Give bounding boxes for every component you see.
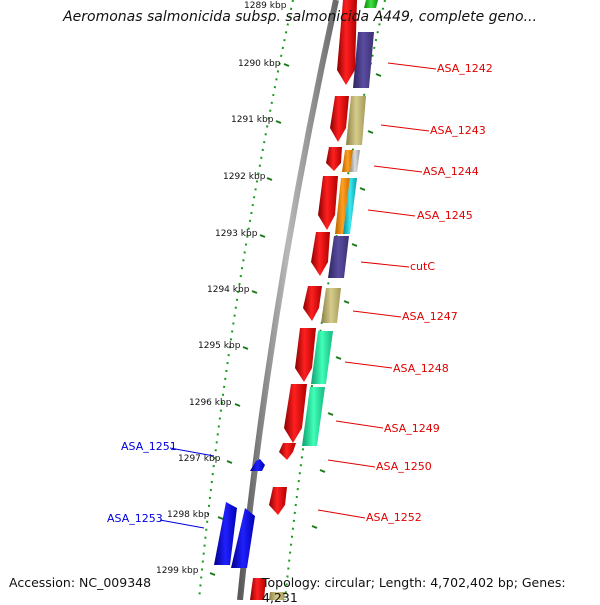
gene-label[interactable]: ASA_1243 (430, 124, 486, 137)
scale-label: 1289 kbp (244, 1, 287, 11)
gene-labels: ASA_1242 ASA_1243 ASA_1244 ASA_1245 cutC… (107, 62, 493, 525)
cds-block[interactable] (350, 150, 360, 172)
scale-labels: 1289 kbp 1290 kbp 1291 kbp 1292 kbp 1293… (156, 1, 287, 576)
cds-block[interactable] (321, 288, 341, 323)
cds-block[interactable] (328, 236, 349, 278)
cds-block[interactable] (342, 150, 353, 172)
gene-label[interactable]: ASA_1242 (437, 62, 493, 75)
scale-label: 1295 kbp (198, 341, 241, 351)
cds-arrow[interactable] (295, 328, 316, 382)
inner-dotted-track (198, 0, 294, 600)
scale-label: 1291 kbp (231, 115, 274, 125)
cds-arrow[interactable] (303, 286, 322, 321)
scale-label: 1292 kbp (223, 172, 266, 182)
cds-arrow[interactable] (330, 96, 349, 142)
scale-label: 1294 kbp (207, 285, 250, 295)
cds-track-forward (250, 0, 357, 600)
cds-track-reverse (214, 459, 265, 568)
scale-label: 1290 kbp (238, 59, 281, 69)
gene-label[interactable]: ASA_1249 (384, 422, 440, 435)
cds-block[interactable] (311, 331, 333, 384)
gene-label[interactable]: ASA_1252 (366, 511, 422, 524)
gene-label[interactable]: ASA_1248 (393, 362, 449, 375)
cds-track-class (269, 0, 378, 600)
scale-label: 1297 kbp (178, 454, 221, 464)
cds-block[interactable] (346, 96, 366, 145)
cds-arrow[interactable] (250, 578, 266, 600)
cds-arrow[interactable] (269, 487, 287, 515)
cds-block[interactable] (364, 0, 378, 8)
cds-arrow[interactable] (318, 176, 338, 230)
gene-label[interactable]: ASA_1244 (423, 165, 479, 178)
outer-ticks (311, 73, 382, 529)
cds-block[interactable] (343, 178, 357, 234)
genome-backbone (237, 0, 339, 600)
gene-label[interactable]: ASA_1251 (121, 440, 177, 453)
gene-label[interactable]: ASA_1245 (417, 209, 473, 222)
cds-arrow[interactable] (326, 147, 342, 171)
cds-arrow[interactable] (214, 502, 237, 565)
genome-summary-text: Topology: circular; Length: 4,702,402 bp… (262, 575, 566, 605)
gene-label[interactable]: ASA_1250 (376, 460, 432, 473)
scale-ticks (209, 63, 290, 576)
cds-arrow[interactable] (311, 232, 330, 276)
map-title: Aeromonas salmonicida subsp. salmonicida… (63, 9, 537, 25)
cds-block[interactable] (269, 592, 285, 600)
cds-arrow[interactable] (231, 508, 255, 568)
cds-arrow[interactable] (279, 443, 296, 460)
scale-label: 1293 kbp (215, 229, 258, 239)
label-leaders-forward (317, 62, 437, 519)
cds-arrow[interactable] (250, 459, 265, 471)
cds-arrow[interactable] (284, 384, 307, 443)
accession-text: Accession: NC_009348 (9, 575, 152, 590)
label-leaders-reverse (159, 447, 215, 529)
cds-arrow[interactable] (337, 0, 357, 85)
cds-block[interactable] (353, 32, 374, 88)
scale-label: 1298 kbp (167, 510, 210, 520)
scale-label: 1296 kbp (189, 398, 232, 408)
gene-label[interactable]: ASA_1247 (402, 310, 458, 323)
gene-label[interactable]: ASA_1253 (107, 512, 163, 525)
cds-block[interactable] (335, 178, 350, 234)
scale-label: 1299 kbp (156, 566, 199, 576)
cds-block[interactable] (302, 387, 325, 446)
gene-label[interactable]: cutC (410, 260, 435, 273)
